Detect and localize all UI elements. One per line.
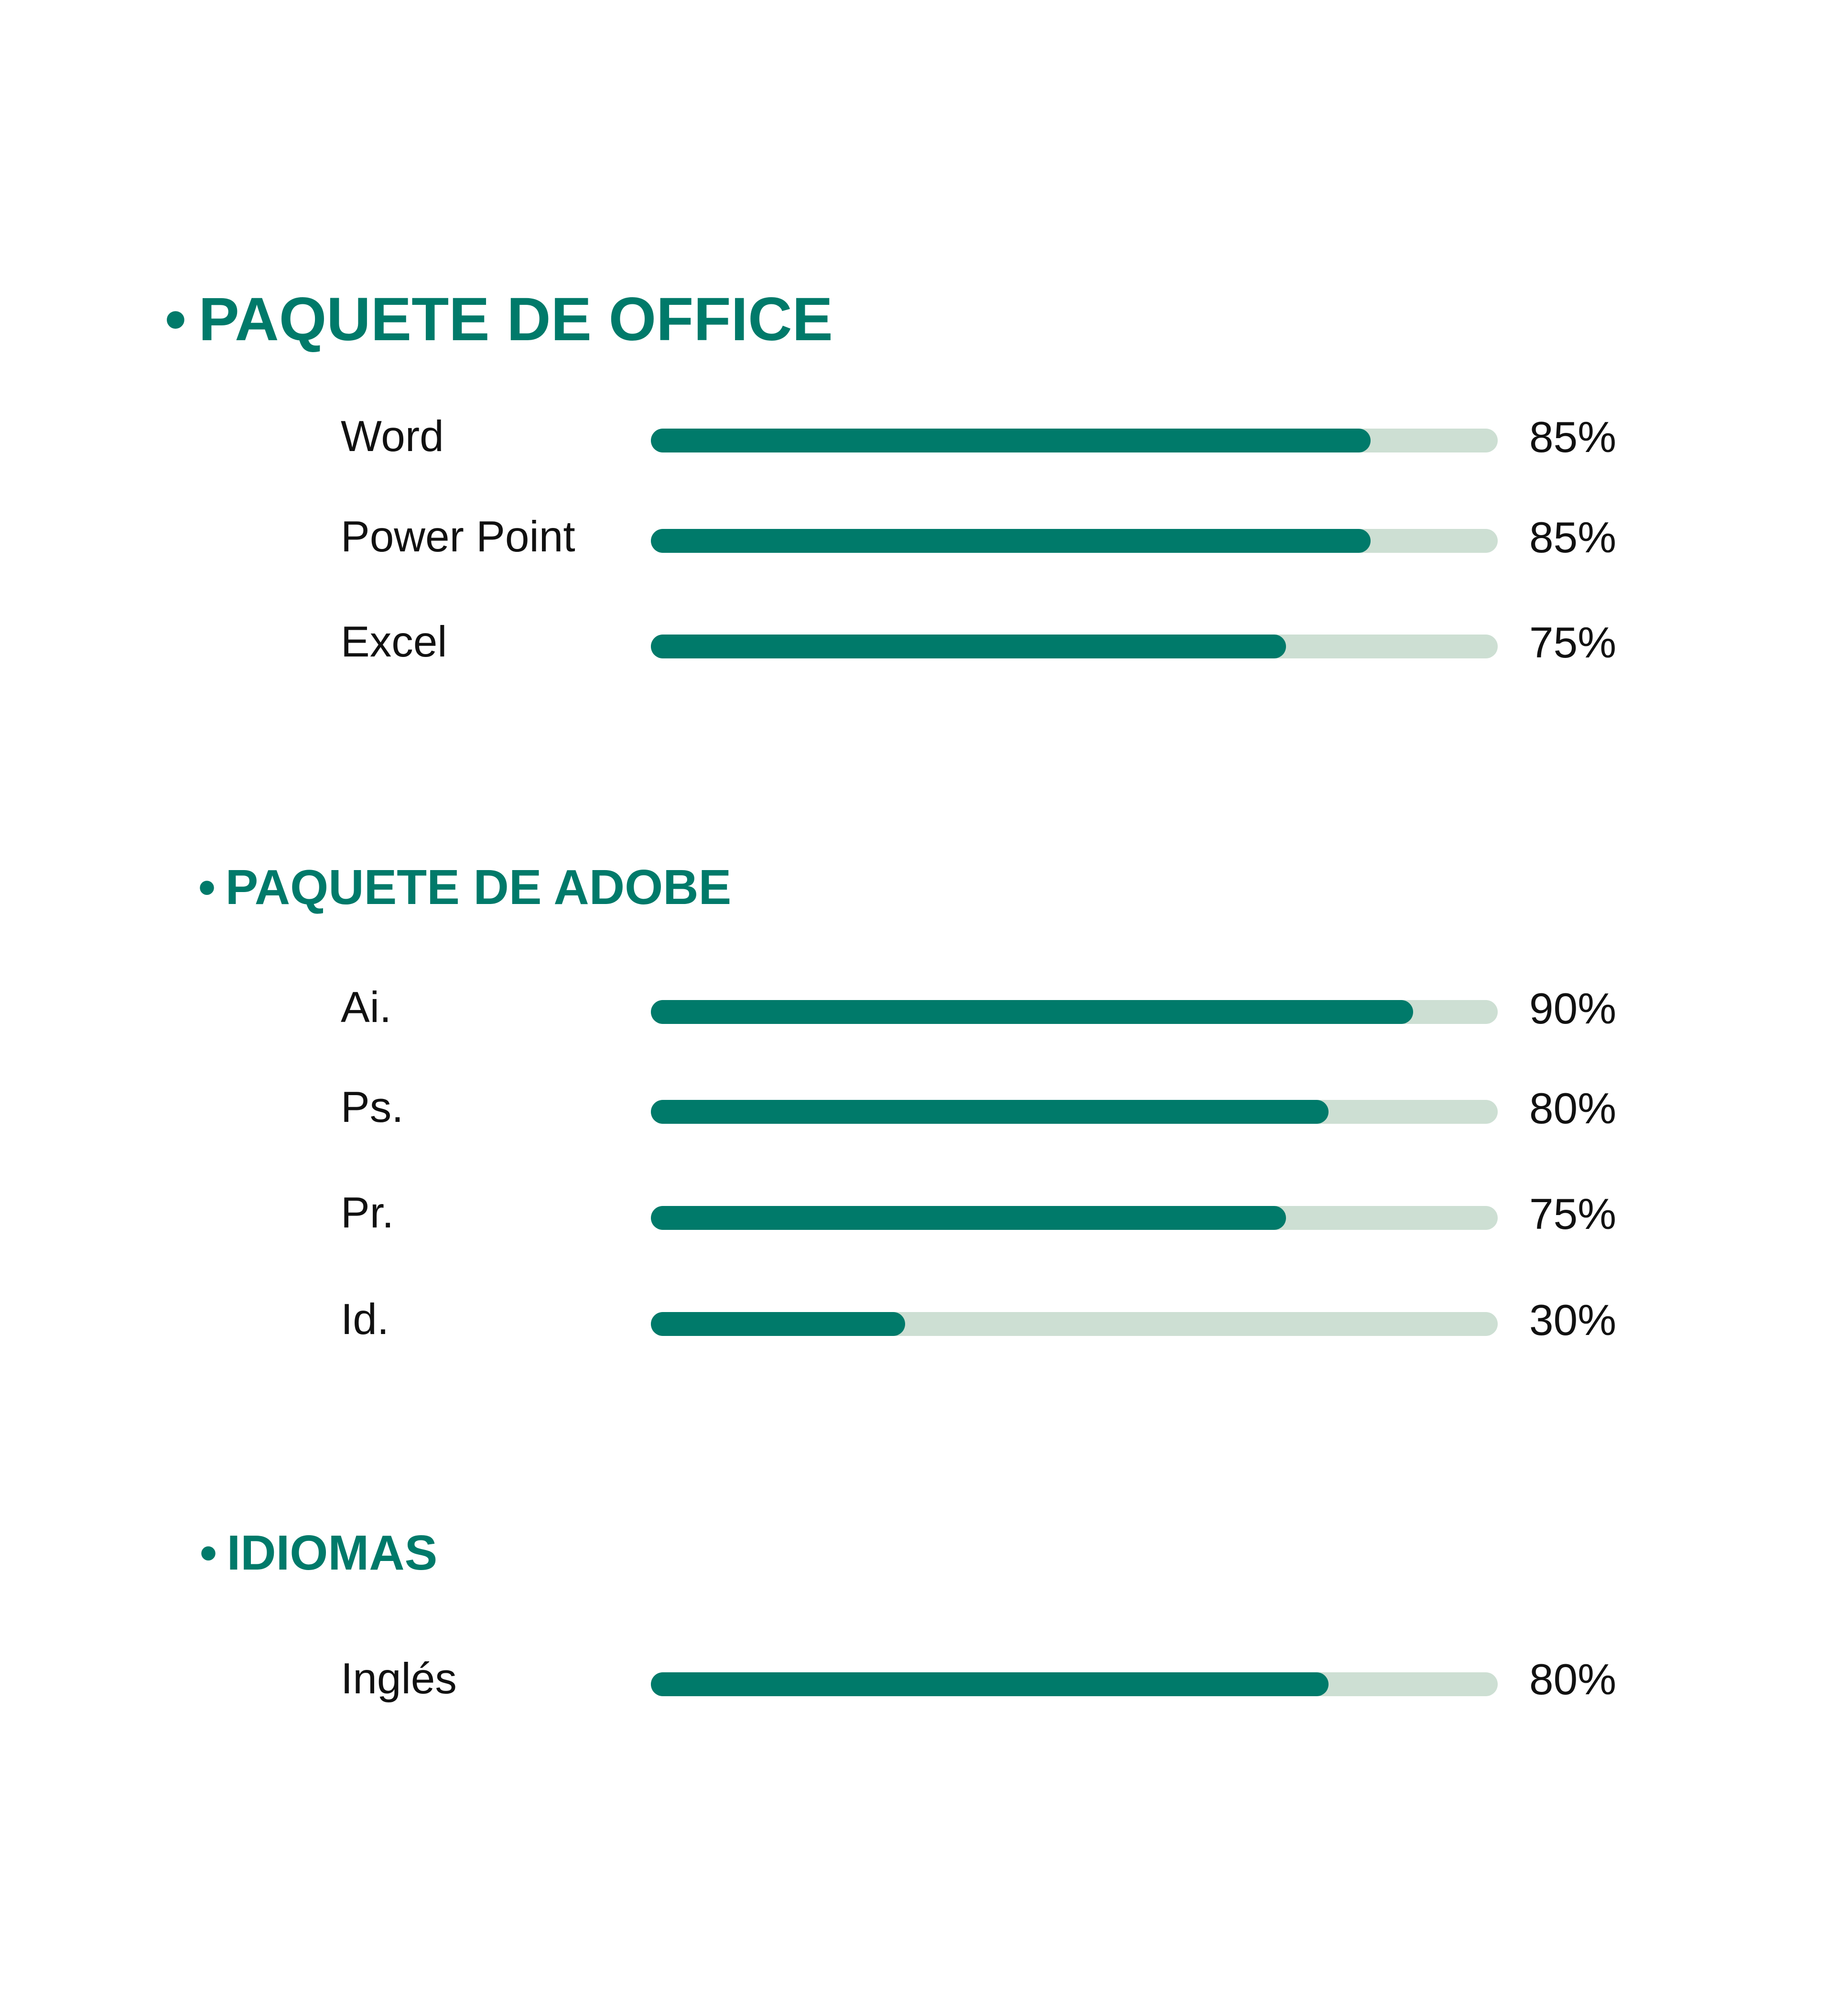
skill-bar-excel [651, 635, 1498, 658]
skill-label-excel: Excel [341, 618, 447, 666]
skill-bar-ingles [651, 1672, 1498, 1696]
skill-label-power-point: Power Point [341, 513, 575, 561]
section-title-adobe: • PAQUETE DE ADOBE [198, 862, 731, 912]
section-title-text: PAQUETE DE OFFICE [198, 285, 833, 354]
skill-bar-fill [651, 1672, 1329, 1696]
skill-bar-ai [651, 1000, 1498, 1024]
skill-percent-pr: 75% [1529, 1190, 1617, 1238]
skill-label-id: Id. [341, 1295, 389, 1344]
skill-bar-fill [651, 635, 1286, 658]
skill-percent-excel: 75% [1529, 619, 1617, 667]
skill-percent-id: 30% [1529, 1296, 1617, 1345]
skill-bar-pr [651, 1206, 1498, 1230]
bullet-icon: • [200, 1525, 217, 1580]
skill-bar-fill [651, 529, 1371, 553]
skill-percent-ai: 90% [1529, 985, 1617, 1033]
section-title-text: IDIOMAS [227, 1525, 438, 1580]
bullet-icon: • [165, 285, 186, 354]
skill-bar-ps [651, 1100, 1498, 1124]
skill-percent-power-point: 85% [1529, 514, 1617, 562]
skill-label-ps: Ps. [341, 1083, 404, 1131]
skill-label-pr: Pr. [341, 1189, 394, 1237]
section-title-idiomas: • IDIOMAS [200, 1528, 437, 1577]
skill-bar-fill [651, 429, 1371, 452]
skill-bar-fill [651, 1000, 1413, 1024]
skill-label-word: Word [341, 412, 444, 461]
skill-bar-fill [651, 1206, 1286, 1230]
section-title-office: • PAQUETE DE OFFICE [165, 289, 833, 350]
bullet-icon: • [198, 860, 216, 915]
skill-percent-ingles: 80% [1529, 1656, 1617, 1704]
skill-label-ingles: Inglés [341, 1655, 457, 1703]
section-title-text: PAQUETE DE ADOBE [225, 860, 732, 915]
skill-bar-word [651, 429, 1498, 452]
skill-percent-ps: 80% [1529, 1085, 1617, 1133]
skill-label-ai: Ai. [341, 983, 392, 1032]
skill-bar-id [651, 1312, 1498, 1336]
skill-bar-power-point [651, 529, 1498, 553]
skill-bar-fill [651, 1100, 1329, 1124]
skill-bar-fill [651, 1312, 905, 1336]
skill-percent-word: 85% [1529, 413, 1617, 462]
